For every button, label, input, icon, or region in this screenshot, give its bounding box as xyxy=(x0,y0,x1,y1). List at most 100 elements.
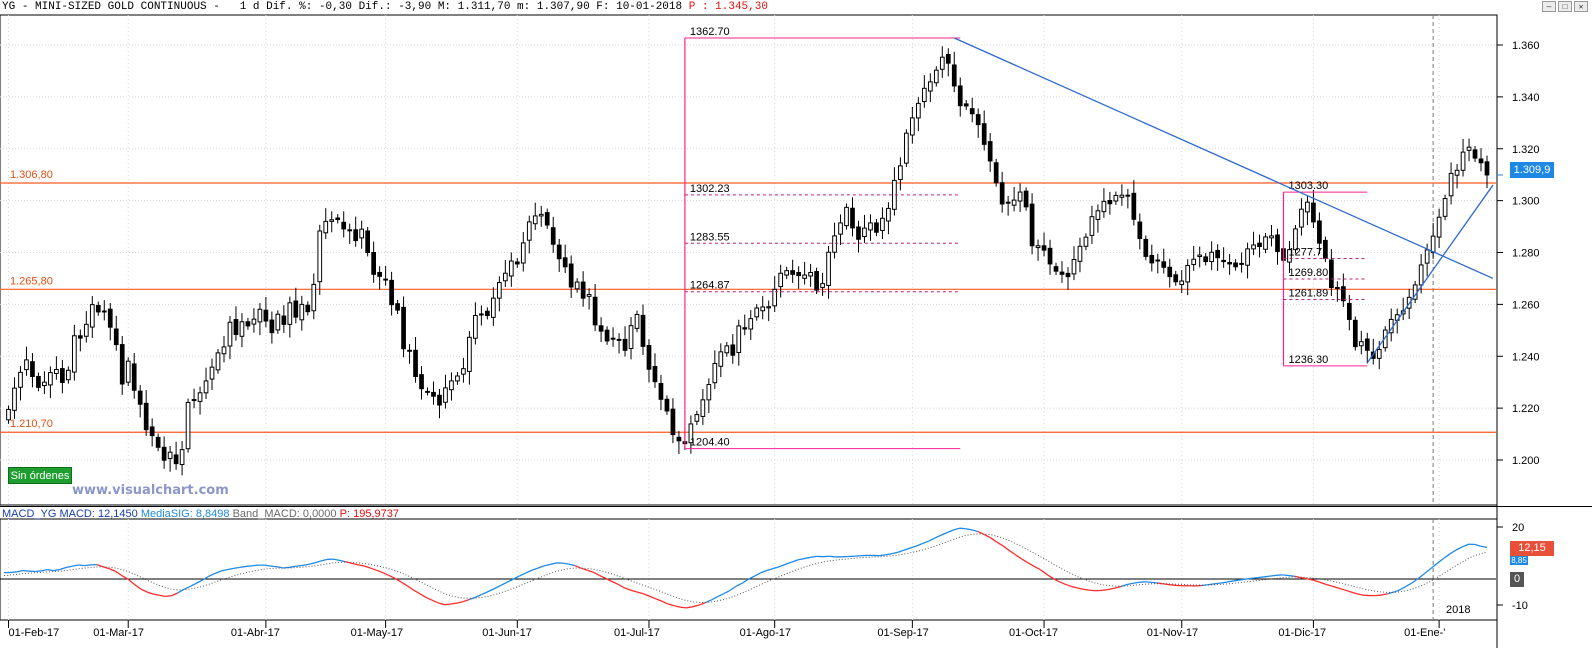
macd-line-segment xyxy=(1337,587,1345,591)
candle-body xyxy=(832,235,837,253)
candle-body xyxy=(1095,210,1101,220)
candle-body xyxy=(921,87,927,103)
macd-line-segment xyxy=(400,581,408,587)
macd-line-segment xyxy=(1015,554,1022,560)
macd-line-segment xyxy=(133,583,141,590)
min-value: 1.307,90 xyxy=(536,1,590,13)
candle-body xyxy=(1035,245,1041,249)
candle-body xyxy=(1167,266,1173,278)
candle-body xyxy=(1065,272,1071,278)
candle-body xyxy=(101,310,107,313)
candle-body xyxy=(868,222,873,231)
band-label: Band_MACD: xyxy=(232,508,300,520)
candle-body xyxy=(1173,274,1179,283)
macd-line-segment xyxy=(673,605,681,608)
candle-body xyxy=(1191,258,1197,266)
close-icon[interactable]: ✕ xyxy=(1574,1,1588,12)
candle-body xyxy=(1005,201,1011,204)
candle-body xyxy=(437,394,442,406)
macd-line-segment xyxy=(1344,589,1351,593)
candle-body xyxy=(766,306,772,309)
macd-line-segment xyxy=(1300,577,1308,580)
macd-line-segment xyxy=(512,575,520,580)
candle-body xyxy=(1436,216,1442,238)
macd-line-segment xyxy=(493,584,501,590)
candle-body xyxy=(60,368,65,383)
macd-line-segment xyxy=(897,549,904,553)
macd-line-segment xyxy=(549,562,557,566)
date-tick-label: 01-Jul-17 xyxy=(614,627,660,639)
candle-body xyxy=(796,271,801,277)
macd-line-segment xyxy=(990,537,998,543)
candle-body xyxy=(556,244,562,260)
candle-body xyxy=(221,346,227,355)
macd-line-segment xyxy=(239,565,247,569)
candle-body xyxy=(706,384,712,401)
macd-line-segment xyxy=(1381,593,1388,596)
macd-line-segment xyxy=(1151,581,1159,584)
candle-body xyxy=(1179,280,1185,286)
candle-body xyxy=(335,217,341,221)
candle-body xyxy=(730,344,736,356)
candle-body xyxy=(993,162,999,184)
candle-body xyxy=(694,414,700,422)
macd-last-badge: 12,15 xyxy=(1510,541,1554,556)
candle-body xyxy=(431,391,436,397)
maximize-icon[interactable]: □ xyxy=(1558,1,1572,12)
candle-body xyxy=(496,282,502,299)
macd-line-segment xyxy=(928,537,936,542)
macd-line-segment xyxy=(1033,565,1041,571)
macd-line-segment xyxy=(183,585,191,590)
fib-level-label: 1269.80 xyxy=(1288,267,1328,279)
macd-line-segment xyxy=(1474,543,1481,547)
candle-body xyxy=(42,381,47,387)
date-tick-label: 01-Dic-17 xyxy=(1278,627,1326,639)
macd-line-segment xyxy=(587,569,594,573)
candle-body xyxy=(862,227,867,238)
candle-body xyxy=(1029,203,1035,247)
minimize-icon[interactable]: — xyxy=(1542,1,1556,12)
macd-line-segment xyxy=(388,574,396,579)
candle-body xyxy=(209,366,215,380)
candle-body xyxy=(455,375,460,382)
macd-name: MACD_YG xyxy=(2,508,57,520)
candle-body xyxy=(718,351,724,367)
candle-body xyxy=(748,318,754,330)
candle-body xyxy=(886,207,891,222)
macd-line-segment xyxy=(1461,543,1469,548)
candle-body xyxy=(975,114,981,126)
macd-line-segment xyxy=(159,594,166,597)
macd-value: 12,1450 xyxy=(97,508,138,520)
candle-body xyxy=(1269,235,1274,239)
candle-body xyxy=(1077,245,1083,262)
candle-body xyxy=(670,408,676,436)
candle-body xyxy=(945,53,951,64)
candle-body xyxy=(329,219,335,222)
macd-line-segment xyxy=(655,598,662,602)
orders-badge[interactable]: Sin órdenes xyxy=(8,467,72,484)
candle-body xyxy=(293,300,299,318)
candle-body xyxy=(1161,261,1167,268)
candle-body xyxy=(119,344,125,385)
candle-body xyxy=(365,230,371,254)
candle-body xyxy=(251,318,257,325)
candle-body xyxy=(652,365,658,383)
candle-body xyxy=(676,436,682,442)
macd-line-segment xyxy=(450,602,458,605)
candle-body xyxy=(203,380,209,394)
macd-line-segment xyxy=(1282,574,1289,577)
macd-line-segment xyxy=(165,595,172,597)
support-line-label: 1.306,80 xyxy=(10,169,53,181)
candle-body xyxy=(197,392,203,402)
price-tick-label: 1.220 xyxy=(1512,403,1540,415)
candle-body xyxy=(167,451,173,459)
candle-body xyxy=(6,408,11,421)
candle-body xyxy=(538,213,544,217)
candle-body xyxy=(874,222,879,233)
macd-line-segment xyxy=(959,527,966,530)
macd-line-segment xyxy=(462,598,470,603)
candle-body xyxy=(904,132,909,164)
candle-body xyxy=(1131,192,1137,220)
candle-body xyxy=(1053,266,1059,272)
